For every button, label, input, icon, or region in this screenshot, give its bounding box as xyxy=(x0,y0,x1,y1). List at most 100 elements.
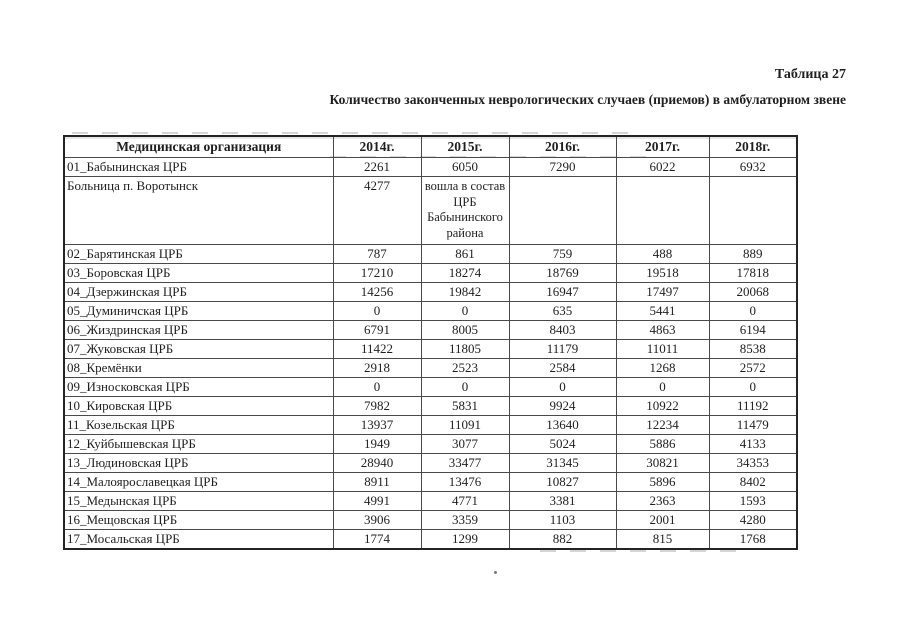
org-name-cell: 17_Мосальская ЦРБ xyxy=(63,529,334,550)
value-cell: 19518 xyxy=(615,263,710,283)
value-cell: 9924 xyxy=(508,396,617,416)
table-row: 14_Малоярославецкая ЦРБ 8911 13476 10827 589… xyxy=(63,472,798,492)
scan-artifact-line xyxy=(540,550,750,552)
table-row: Больница п. Воротынск 4277 вошла в состав … xyxy=(63,176,798,245)
value-cell: 13476 xyxy=(420,472,510,492)
value-cell: 8402 xyxy=(708,472,798,492)
value-cell: 18769 xyxy=(508,263,617,283)
value-cell: 1768 xyxy=(708,529,798,550)
table-row: 01_Бабынинская ЦРБ 2261 6050 7290 6022 6932 xyxy=(63,157,798,177)
table-row: 13_Людиновская ЦРБ 28940 33477 31345 30821 34… xyxy=(63,453,798,473)
value-cell: 3381 xyxy=(508,491,617,511)
value-cell: 1103 xyxy=(508,510,617,530)
value-cell: 4280 xyxy=(708,510,798,530)
value-cell: 2572 xyxy=(708,358,798,378)
value-cell: 17818 xyxy=(708,263,798,283)
value-cell: 4133 xyxy=(708,434,798,454)
value-cell: 0 xyxy=(420,377,510,397)
value-cell: 787 xyxy=(332,244,422,264)
value-cell: 0 xyxy=(332,377,422,397)
value-cell: 882 xyxy=(508,529,617,550)
value-cell: 889 xyxy=(708,244,798,264)
value-cell xyxy=(708,176,798,245)
value-cell: 14256 xyxy=(332,282,422,302)
value-cell: 3906 xyxy=(332,510,422,530)
org-name-cell: 11_Козельская ЦРБ xyxy=(63,415,334,435)
table-caption-number: Таблица 27 xyxy=(774,67,846,82)
page-title: Количество законченных неврологических с… xyxy=(329,92,846,107)
table-row: 05_Думиничская ЦРБ 0 0 635 5441 0 xyxy=(63,301,798,321)
value-cell: 10922 xyxy=(615,396,710,416)
value-cell: 11422 xyxy=(332,339,422,359)
value-cell: 5441 xyxy=(615,301,710,321)
org-name-cell: 02_Барятинская ЦРБ xyxy=(63,244,334,264)
org-name-cell: 13_Людиновская ЦРБ xyxy=(63,453,334,473)
org-name-cell: Больница п. Воротынск xyxy=(63,176,334,245)
value-cell: 6050 xyxy=(420,157,510,177)
value-cell: 13937 xyxy=(332,415,422,435)
value-cell: 11011 xyxy=(615,339,710,359)
value-cell: 5886 xyxy=(615,434,710,454)
value-cell: 2918 xyxy=(332,358,422,378)
value-cell: 16947 xyxy=(508,282,617,302)
value-cell: 17497 xyxy=(615,282,710,302)
table-row: 17_Мосальская ЦРБ 1774 1299 882 815 1768 xyxy=(63,529,798,550)
org-name-cell: 12_Куйбышевская ЦРБ xyxy=(63,434,334,454)
value-cell: 5896 xyxy=(615,472,710,492)
value-cell: 19842 xyxy=(420,282,510,302)
value-cell: 6791 xyxy=(332,320,422,340)
value-cell: 18274 xyxy=(420,263,510,283)
value-cell: 635 xyxy=(508,301,617,321)
value-cell: 11479 xyxy=(708,415,798,435)
value-cell: 1268 xyxy=(615,358,710,378)
value-cell: 33477 xyxy=(420,453,510,473)
value-cell: 759 xyxy=(508,244,617,264)
value-cell: 5831 xyxy=(420,396,510,416)
org-name-cell: 15_Медынская ЦРБ xyxy=(63,491,334,511)
value-cell: 13640 xyxy=(508,415,617,435)
table-row: 06_Жиздринская ЦРБ 6791 8005 8403 4863 6194 xyxy=(63,320,798,340)
column-header-organization: Медицинская организация xyxy=(63,135,334,158)
merged-note-cell: вошла в состав ЦРБ Бабынинского района xyxy=(420,176,510,245)
value-cell: 31345 xyxy=(508,453,617,473)
value-cell: 17210 xyxy=(332,263,422,283)
value-cell: 1774 xyxy=(332,529,422,550)
org-name-cell: 09_Износковская ЦРБ xyxy=(63,377,334,397)
value-cell: 488 xyxy=(615,244,710,264)
table-row: 02_Барятинская ЦРБ 787 861 759 488 889 xyxy=(63,244,798,264)
table-row: 11_Козельская ЦРБ 13937 11091 13640 12234 114… xyxy=(63,415,798,435)
table-row: 03_Боровская ЦРБ 17210 18274 18769 19518 1781… xyxy=(63,263,798,283)
value-cell: 861 xyxy=(420,244,510,264)
table-row: 12_Куйбышевская ЦРБ 1949 3077 5024 5886 4133 xyxy=(63,434,798,454)
scan-artifact-dot xyxy=(494,571,497,574)
table-row: 08_Кремёнки 2918 2523 2584 1268 2572 xyxy=(63,358,798,378)
value-cell: 6022 xyxy=(615,157,710,177)
value-cell: 2584 xyxy=(508,358,617,378)
value-cell: 1949 xyxy=(332,434,422,454)
value-cell: 8538 xyxy=(708,339,798,359)
value-cell: 2001 xyxy=(615,510,710,530)
header-row: Медицинская организация 2014г. 2015г. 20… xyxy=(63,135,798,158)
value-cell: 3359 xyxy=(420,510,510,530)
value-cell: 6932 xyxy=(708,157,798,177)
table-row: 07_Жуковская ЦРБ 11422 11805 11179 11011 8538 xyxy=(63,339,798,359)
value-cell: 0 xyxy=(708,301,798,321)
value-cell: 8403 xyxy=(508,320,617,340)
value-cell xyxy=(615,176,710,245)
value-cell: 6194 xyxy=(708,320,798,340)
value-cell: 11091 xyxy=(420,415,510,435)
value-cell: 28940 xyxy=(332,453,422,473)
value-cell: 4863 xyxy=(615,320,710,340)
value-cell: 7982 xyxy=(332,396,422,416)
value-cell: 8911 xyxy=(332,472,422,492)
value-cell: 11179 xyxy=(508,339,617,359)
value-cell: 12234 xyxy=(615,415,710,435)
column-header-2016: 2016г. xyxy=(508,135,617,158)
value-cell xyxy=(508,176,617,245)
value-cell: 11192 xyxy=(708,396,798,416)
table-row: 04_Дзержинская ЦРБ 14256 19842 16947 17497 20… xyxy=(63,282,798,302)
value-cell: 1299 xyxy=(420,529,510,550)
column-header-2017: 2017г. xyxy=(615,135,710,158)
org-name-cell: 03_Боровская ЦРБ xyxy=(63,263,334,283)
